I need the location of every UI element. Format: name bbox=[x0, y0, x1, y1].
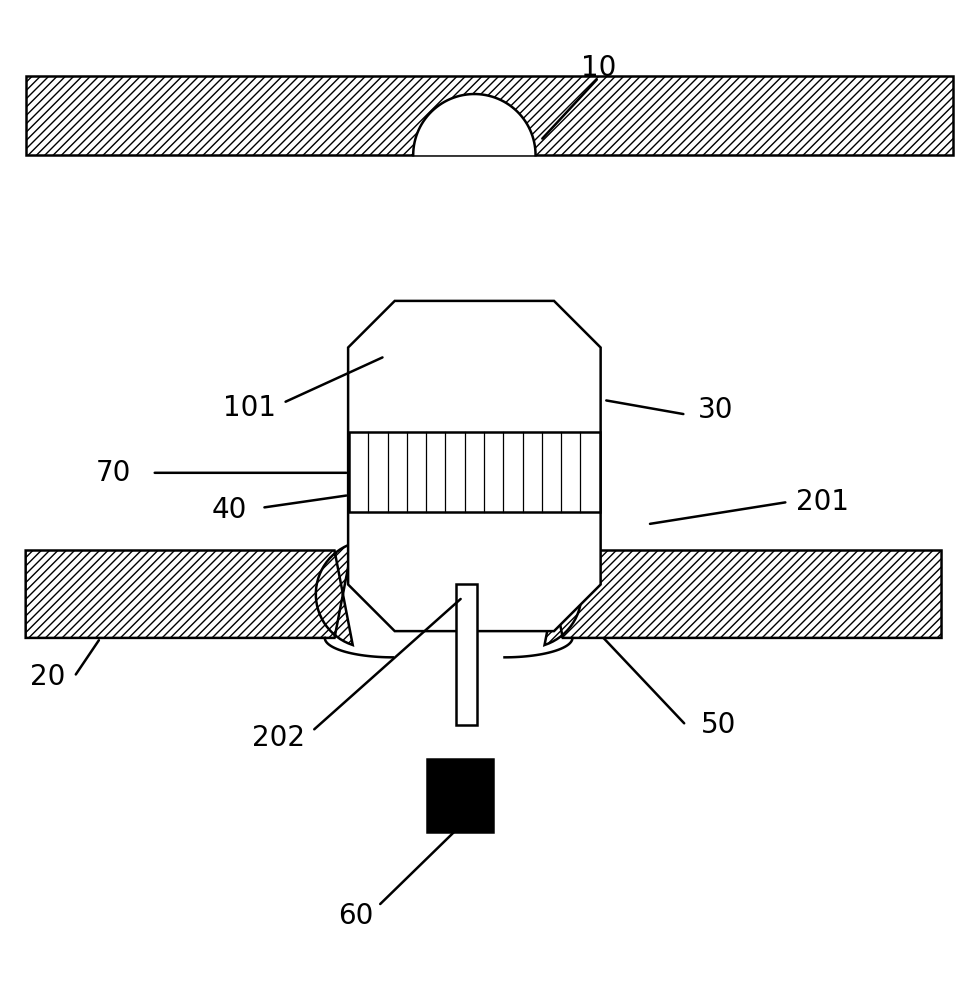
Text: 30: 30 bbox=[697, 396, 733, 424]
Text: 50: 50 bbox=[700, 711, 735, 739]
Bar bbox=[427, 759, 493, 832]
Text: 202: 202 bbox=[251, 724, 305, 752]
Text: 20: 20 bbox=[30, 663, 65, 691]
Polygon shape bbox=[25, 543, 353, 645]
Text: 101: 101 bbox=[222, 394, 276, 422]
Polygon shape bbox=[413, 94, 536, 155]
Bar bbox=[456, 584, 477, 725]
Polygon shape bbox=[348, 301, 601, 631]
Bar bbox=[25, 76, 954, 155]
Text: 70: 70 bbox=[95, 459, 131, 487]
Polygon shape bbox=[544, 543, 942, 645]
Text: 10: 10 bbox=[581, 54, 617, 82]
Text: 60: 60 bbox=[338, 902, 374, 930]
Text: 40: 40 bbox=[212, 496, 247, 524]
Bar bbox=[349, 432, 600, 512]
Text: 201: 201 bbox=[796, 488, 848, 516]
